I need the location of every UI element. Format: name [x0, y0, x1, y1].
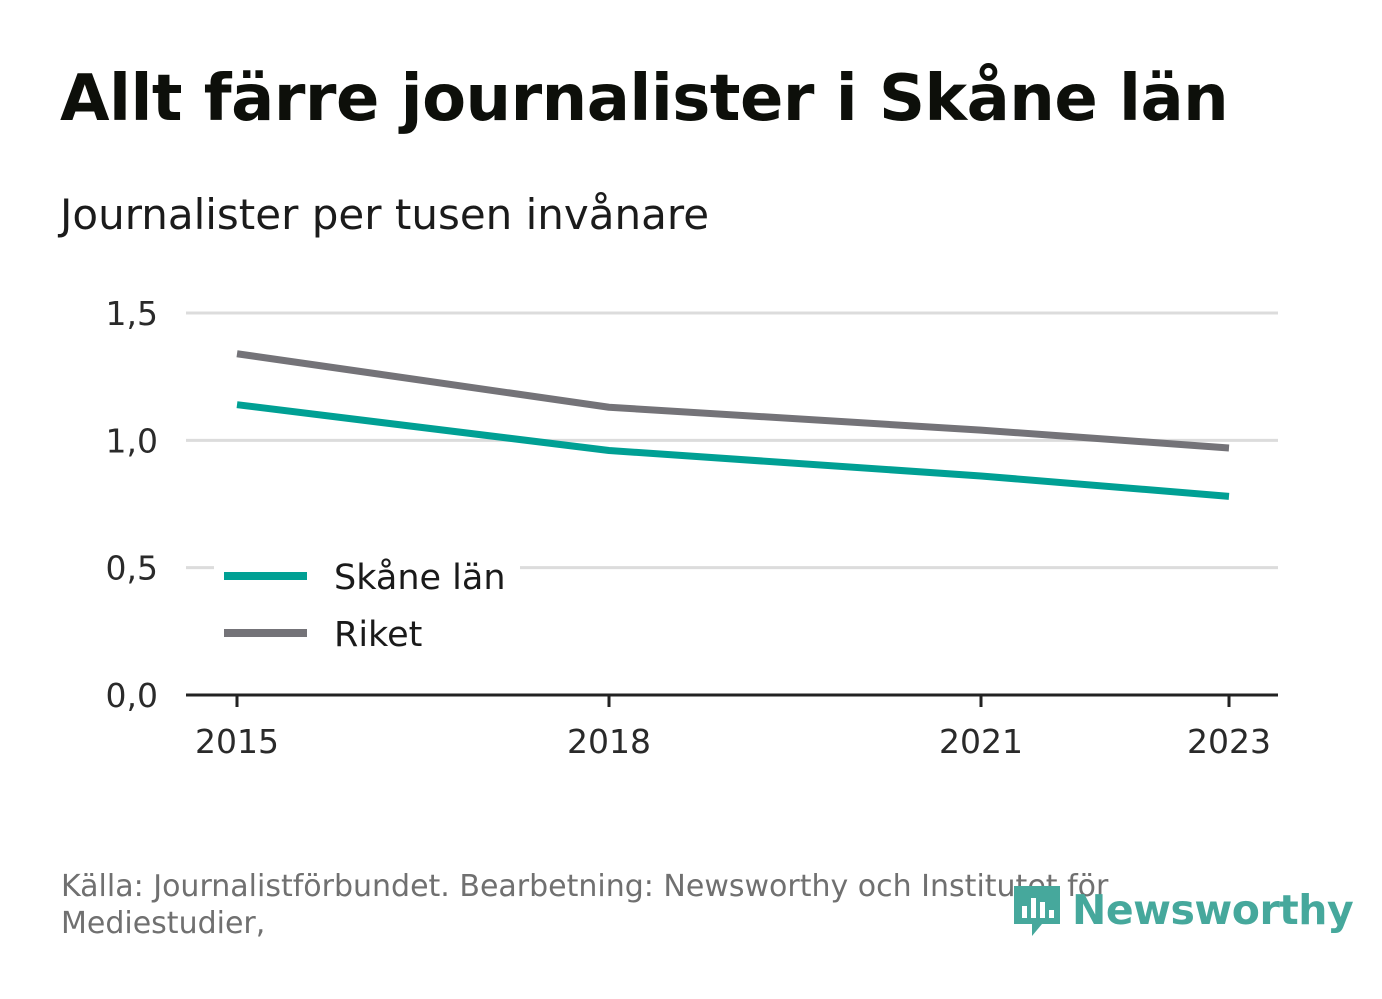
chart-title: Allt färre journalister i Skåne län — [60, 62, 1229, 136]
x-tick-label: 2018 — [567, 722, 651, 761]
x-axis — [186, 693, 1278, 707]
y-tick-label: 0,0 — [106, 676, 158, 715]
series-line-riket — [236, 350, 1230, 452]
newsworthy-logo: Newsworthy — [1010, 880, 1354, 940]
y-tick-label: 1,5 — [106, 294, 158, 333]
series-line-skane-lan — [236, 401, 1230, 500]
x-tick-label: 2023 — [1187, 722, 1271, 761]
x-tick-label: 2015 — [195, 722, 279, 761]
y-tick-labels: 0,0 0,5 1,0 1,5 — [106, 294, 158, 715]
series-lines — [236, 350, 1230, 500]
x-tick-labels: 2015 2018 2021 2023 — [195, 722, 1271, 761]
legend-label: Skåne län — [334, 557, 506, 598]
y-tick-label: 0,5 — [106, 549, 158, 588]
logo-text: Newsworthy — [1072, 886, 1354, 934]
source-note: Källa: Journalistförbundet. Bearbetning:… — [61, 869, 1109, 941]
newsworthy-logo-icon — [1014, 886, 1060, 936]
legend: Skåne län Riket — [214, 548, 520, 662]
y-tick-label: 1,0 — [106, 421, 158, 460]
legend-label: Riket — [334, 615, 422, 655]
x-tick-label: 2021 — [939, 722, 1023, 761]
chart-subtitle: Journalister per tusen invånare — [60, 190, 710, 239]
legend-background — [214, 548, 520, 662]
